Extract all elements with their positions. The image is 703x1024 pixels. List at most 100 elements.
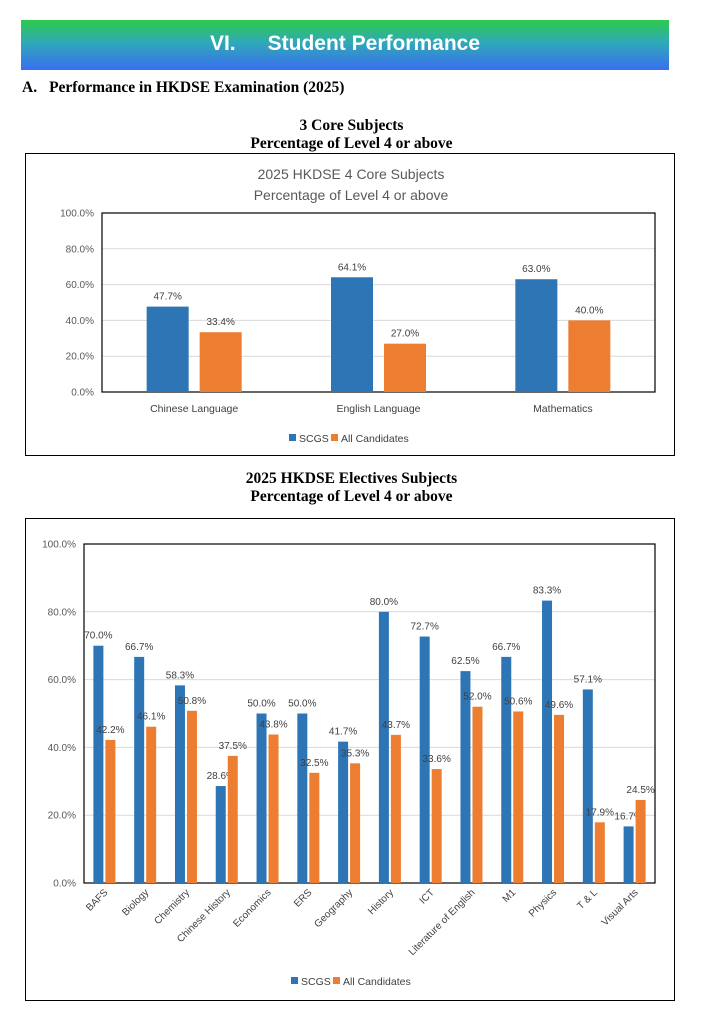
data-label: 16.7% (614, 811, 642, 822)
bar-all-candidates (350, 763, 361, 883)
bar-scgs (331, 277, 373, 392)
bar-scgs (460, 671, 471, 883)
y-tick-label: 40.0% (66, 316, 94, 327)
data-label: 41.7% (329, 727, 357, 738)
chart-subtitle: Percentage of Level 4 or above (254, 187, 449, 203)
banner-text: Student Performance (267, 32, 481, 55)
bar-scgs (378, 611, 389, 883)
x-tick-label: Visual Arts (600, 887, 641, 928)
data-label: 43.8% (259, 720, 287, 731)
data-label: 63.0% (522, 264, 550, 275)
bar-all-candidates (384, 343, 426, 392)
bar-scgs (297, 713, 308, 883)
bar-all-candidates (199, 332, 242, 392)
plot-area (83, 543, 656, 884)
data-label: 24.5% (626, 785, 654, 796)
chart-title: 2025 HKDSE 4 Core Subjects (258, 166, 445, 182)
bar-all-candidates (146, 726, 157, 883)
data-label: 33.4% (206, 317, 234, 328)
data-label: 66.7% (125, 642, 153, 653)
y-tick-label: 20.0% (66, 352, 94, 363)
data-label: 33.6% (422, 754, 450, 765)
data-label: 66.7% (492, 642, 520, 653)
x-tick-label: Chinese Language (150, 403, 238, 415)
bar-scgs (146, 306, 189, 392)
data-label: 52.0% (463, 692, 491, 703)
data-label: 62.5% (451, 656, 479, 667)
legend-swatch (331, 434, 338, 441)
core-heading-line1: 3 Core Subjects (299, 117, 404, 134)
bar-scgs (93, 645, 104, 883)
electives-heading-line2: Percentage of Level 4 or above (250, 488, 453, 505)
bar-scgs (542, 600, 553, 883)
core-subjects-chart: 2025 HKDSE 4 Core Subjects Percentage of … (60, 166, 656, 445)
data-label: 35.3% (341, 748, 369, 759)
bar-scgs (515, 279, 558, 392)
bar-all-candidates (186, 710, 197, 883)
bar-all-candidates (513, 711, 524, 883)
x-tick-label: ERS (292, 887, 315, 910)
x-tick-label: History (366, 887, 396, 917)
bar-all-candidates (227, 755, 238, 883)
x-tick-label: Biology (120, 887, 151, 918)
legend-swatch (291, 977, 298, 984)
core-chart-frame: 2025 HKDSE 4 Core Subjects Percentage of … (25, 153, 675, 456)
legend-label: SCGS (299, 433, 329, 445)
y-tick-label: 80.0% (48, 607, 76, 618)
x-tick-label: English Language (336, 403, 420, 415)
electives-subjects-chart: 0.0% 20.0% 40.0% 60.0% 80.0% 100.0% 70.0% 42.2%… (42, 540, 656, 988)
core-heading: 3 Core Subjects Percentage of Level 4 or… (0, 117, 703, 153)
bar-scgs (338, 741, 349, 883)
x-tick-label: Mathematics (533, 403, 593, 415)
bar-scgs (501, 656, 512, 883)
x-tick-label: Economics (231, 887, 273, 929)
data-label: 70.0% (84, 631, 112, 642)
bar-all-candidates (268, 734, 279, 883)
y-tick-label: 20.0% (48, 811, 76, 822)
y-tick-label: 0.0% (71, 388, 94, 399)
legend-swatch (333, 977, 340, 984)
plot-area (101, 212, 656, 393)
data-label: 46.1% (137, 712, 165, 723)
data-label: 72.7% (410, 622, 438, 633)
bar-all-candidates (594, 822, 605, 883)
data-label: 64.1% (338, 262, 366, 273)
x-tick-label: M1 (501, 887, 519, 905)
legend-label: All Candidates (343, 976, 411, 988)
data-label: 43.7% (382, 720, 410, 731)
y-tick-label: 80.0% (66, 244, 94, 255)
legend-label: SCGS (301, 976, 331, 988)
banner-number: VI. (209, 32, 236, 55)
electives-chart-frame: 0.0% 20.0% 40.0% 60.0% 80.0% 100.0% 70.0% 42.2%… (25, 518, 675, 1001)
bar-all-candidates (431, 769, 442, 883)
x-tick-label: BAFS (84, 887, 110, 913)
bar-all-candidates (635, 799, 646, 883)
data-label: 50.0% (247, 699, 275, 710)
banner-title: VI. Student Performance (21, 32, 669, 56)
bar-all-candidates (568, 320, 611, 392)
data-label: 80.0% (370, 597, 398, 608)
bar-all-candidates (390, 734, 401, 883)
y-tick-label: 60.0% (66, 280, 94, 291)
y-tick-label: 60.0% (48, 675, 76, 686)
bar-scgs (623, 826, 634, 883)
data-label: 50.8% (178, 696, 206, 707)
data-label: 27.0% (391, 329, 419, 340)
x-tick-label: T & L (575, 887, 600, 912)
data-label: 28.6% (207, 771, 235, 782)
data-label: 50.0% (288, 699, 316, 710)
data-label: 83.3% (533, 586, 561, 597)
x-tick-label: Geography (312, 887, 355, 930)
section-title: Performance in HKDSE Examination (2025) (49, 79, 345, 96)
y-tick-label: 100.0% (42, 540, 76, 551)
data-label: 42.2% (96, 725, 124, 736)
bar-scgs (215, 786, 226, 883)
bar-all-candidates (105, 739, 116, 883)
data-label: 47.7% (153, 292, 181, 303)
bar-all-candidates (554, 714, 565, 883)
data-label: 37.5% (219, 741, 247, 752)
electives-heading-line1: 2025 HKDSE Electives Subjects (245, 470, 458, 487)
section-heading: A. Performance in HKDSE Examination (2025… (22, 79, 344, 97)
y-tick-label: 40.0% (48, 743, 76, 754)
data-label: 40.0% (575, 305, 603, 316)
